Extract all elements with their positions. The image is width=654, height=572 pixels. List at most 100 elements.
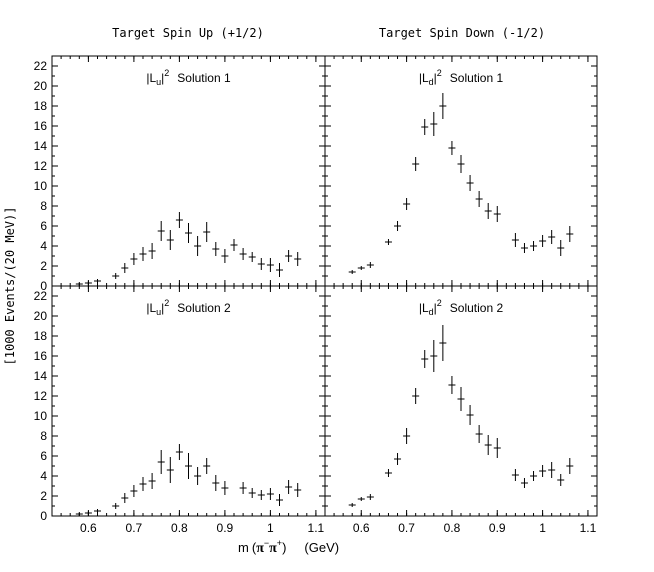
data-point [194, 236, 202, 256]
panel-label: |Lu|2 Solution 2 [146, 298, 231, 317]
data-point [84, 511, 92, 515]
data-point [530, 241, 538, 251]
data-point [348, 503, 356, 507]
y-tick-label: 6 [40, 449, 47, 463]
data-point [357, 266, 365, 270]
data-point [130, 253, 138, 265]
y-tick-label: 22 [34, 59, 48, 73]
data-point [439, 93, 447, 119]
data-point [203, 222, 211, 242]
y-tick-label: 12 [34, 389, 48, 403]
x-tick-label: 0.7 [126, 521, 143, 535]
data-point [112, 503, 120, 509]
data-point [166, 457, 174, 483]
data-point [394, 221, 402, 231]
data-point [530, 471, 538, 481]
data-point [548, 462, 556, 478]
x-tick-label: 0.7 [398, 521, 415, 535]
data-point [466, 175, 474, 191]
data-point [239, 248, 247, 260]
data-point [539, 235, 547, 247]
data-point [421, 350, 429, 368]
y-tick-label: 16 [34, 349, 48, 363]
y-tick-label: 14 [34, 369, 48, 383]
data-point [285, 250, 293, 262]
data-point [430, 112, 438, 136]
data-point [294, 483, 302, 497]
y-axis-label: [1000 Events/(20 MeV)] [3, 207, 17, 366]
y-tick-label: 20 [34, 309, 48, 323]
y-tick-label: 14 [34, 139, 48, 153]
data-point [520, 478, 528, 488]
data-point [276, 494, 283, 506]
data-point [266, 488, 274, 500]
data-point [139, 247, 147, 261]
x-tick-label: 0.8 [444, 521, 461, 535]
x-axis-label: m (π−π+) (GeV) [238, 538, 339, 556]
data-point [239, 482, 247, 494]
panel-label: |Ld|2 Solution 2 [419, 298, 504, 317]
data-point [94, 509, 101, 513]
x-tick-label: 1 [267, 521, 274, 535]
data-point [484, 203, 492, 219]
data-point [221, 249, 229, 263]
y-tick-label: 8 [40, 429, 47, 443]
data-point [75, 512, 83, 516]
x-tick-label: 0.6 [353, 521, 370, 535]
data-point [403, 428, 411, 444]
panel-label: |Lu|2 Solution 1 [146, 68, 231, 87]
data-point [130, 485, 138, 497]
data-point [412, 388, 420, 404]
data-point [175, 444, 183, 460]
data-point [203, 458, 211, 474]
data-point [185, 223, 192, 243]
data-point [484, 435, 492, 455]
y-tick-label: 10 [34, 179, 48, 193]
data-point [457, 387, 465, 411]
data-point [185, 453, 192, 479]
data-point [566, 458, 574, 474]
data-point [421, 119, 429, 135]
data-point [448, 141, 456, 155]
data-point [493, 206, 501, 222]
data-point [475, 191, 483, 207]
x-tick-label: 1.1 [580, 521, 597, 535]
data-point [257, 490, 265, 500]
data-point [276, 263, 283, 277]
data-point [294, 252, 302, 266]
y-tick-label: 18 [34, 329, 48, 343]
data-point [148, 243, 156, 259]
data-point [357, 497, 365, 501]
y-tick-label: 16 [34, 119, 48, 133]
y-tick-label: 8 [40, 199, 47, 213]
data-point [557, 474, 565, 486]
y-tick-label: 6 [40, 219, 47, 233]
data-point [394, 453, 402, 465]
y-tick-label: 10 [34, 409, 48, 423]
x-tick-label: 1.1 [308, 521, 325, 535]
data-point [511, 469, 519, 481]
data-point [257, 258, 265, 270]
x-tick-label: 0.9 [217, 521, 234, 535]
y-tick-label: 22 [34, 289, 48, 303]
data-point [539, 465, 547, 477]
data-point [248, 252, 256, 262]
data-point [157, 221, 165, 241]
x-tick-label: 0.8 [171, 521, 188, 535]
panel-1: 0 2 4 6 8 10 12 14 16 18 20 22 |Lu|2 Solution 1 [34, 55, 326, 293]
y-tick-label: 0 [40, 509, 47, 523]
data-point [75, 282, 83, 286]
data-point [511, 233, 519, 247]
data-point [430, 340, 438, 372]
panel-2: |Ld|2 Solution 1 [324, 55, 598, 287]
panel-frame [51, 55, 326, 287]
data-point [384, 469, 392, 477]
y-tick-label: 2 [40, 259, 47, 273]
y-tick-label: 0 [40, 279, 47, 293]
data-point [439, 325, 447, 361]
data-point [366, 494, 374, 500]
data-point [493, 438, 501, 458]
data-point [566, 226, 574, 242]
